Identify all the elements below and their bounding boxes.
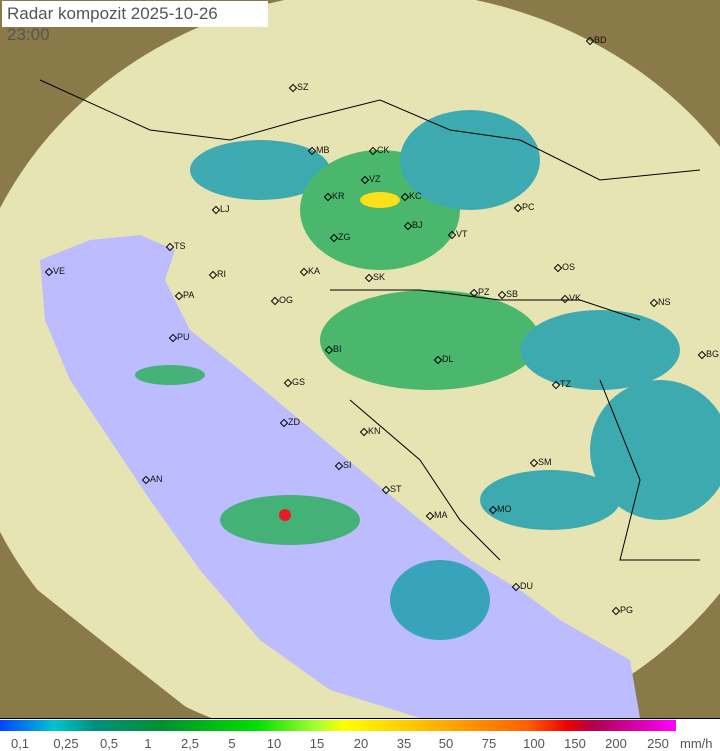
city-label: BI (333, 344, 342, 354)
radar-map[interactable]: Radar kompozit 2025-10-26 23:00 BD SZ MB… (0, 0, 720, 719)
city-label: SB (506, 289, 519, 299)
legend-label: 50 (438, 736, 454, 751)
city-label: PC (522, 202, 535, 212)
city-label: VZ (369, 174, 381, 184)
city-label: PZ (478, 287, 490, 297)
precipitation-color-scale (0, 720, 676, 731)
legend-label: 5 (228, 736, 236, 751)
legend-label: 2,5 (180, 736, 200, 751)
adriatic-sea (40, 235, 640, 718)
legend-label: 100 (523, 736, 545, 751)
city-label: TS (174, 241, 186, 251)
legend-label: 0,5 (99, 736, 119, 751)
city-label: KA (308, 266, 321, 276)
legend-label: 15 (309, 736, 325, 751)
city-label: NS (658, 297, 671, 307)
city-label: SM (538, 457, 552, 467)
city-label: PG (620, 605, 634, 615)
city-label: VE (53, 266, 66, 276)
coverage-edge-nw (0, 0, 140, 160)
city-label: LJ (220, 204, 230, 214)
legend-label: 200 (605, 736, 627, 751)
legend-label: 35 (396, 736, 412, 751)
city-label: MO (497, 504, 512, 514)
city-label: DU (520, 581, 533, 591)
radar-echoes (135, 110, 720, 640)
city-label: BG (706, 349, 720, 359)
city-label: CK (377, 145, 390, 155)
city-label: MB (316, 145, 330, 155)
legend-label: 75 (481, 736, 497, 751)
city-label: DL (442, 354, 454, 364)
city-label: SZ (297, 82, 309, 92)
legend-label: 20 (353, 736, 369, 751)
map-title: Radar kompozit 2025-10-26 23:00 (2, 1, 268, 44)
city-label: GS (292, 377, 306, 387)
legend-label: 10 (266, 736, 282, 751)
legend-label: 1 (144, 736, 152, 751)
city-label: MA (434, 510, 448, 520)
city-label: VT (456, 229, 468, 239)
city-label: BJ (412, 220, 423, 230)
map-graphics (0, 0, 720, 718)
city-label: KN (368, 426, 381, 436)
city-label: KC (409, 191, 422, 201)
legend-label: 150 (564, 736, 586, 751)
legend-label: 0,25 (53, 736, 79, 751)
legend-label: 0,1 (10, 736, 30, 751)
border-lines (39, 79, 701, 561)
city-label: PA (183, 290, 195, 300)
city-label: SI (343, 460, 352, 470)
city-label: ZD (288, 417, 300, 427)
city-label: OG (279, 295, 294, 305)
coverage-edge-sw (0, 560, 200, 718)
city-label: KR (332, 191, 345, 201)
city-label: AN (150, 474, 163, 484)
city-label: SK (373, 272, 386, 282)
legend-label: 250 (647, 736, 669, 751)
city-label: BD (594, 35, 607, 45)
city-label: OS (562, 262, 576, 272)
city-label: TZ (560, 379, 571, 389)
legend-unit: mm/h (680, 736, 713, 751)
city-label: ST (390, 484, 402, 494)
city-label: ZG (338, 232, 351, 242)
city-label: RI (217, 269, 226, 279)
city-label: PU (177, 332, 190, 342)
city-label: VK (569, 293, 582, 303)
